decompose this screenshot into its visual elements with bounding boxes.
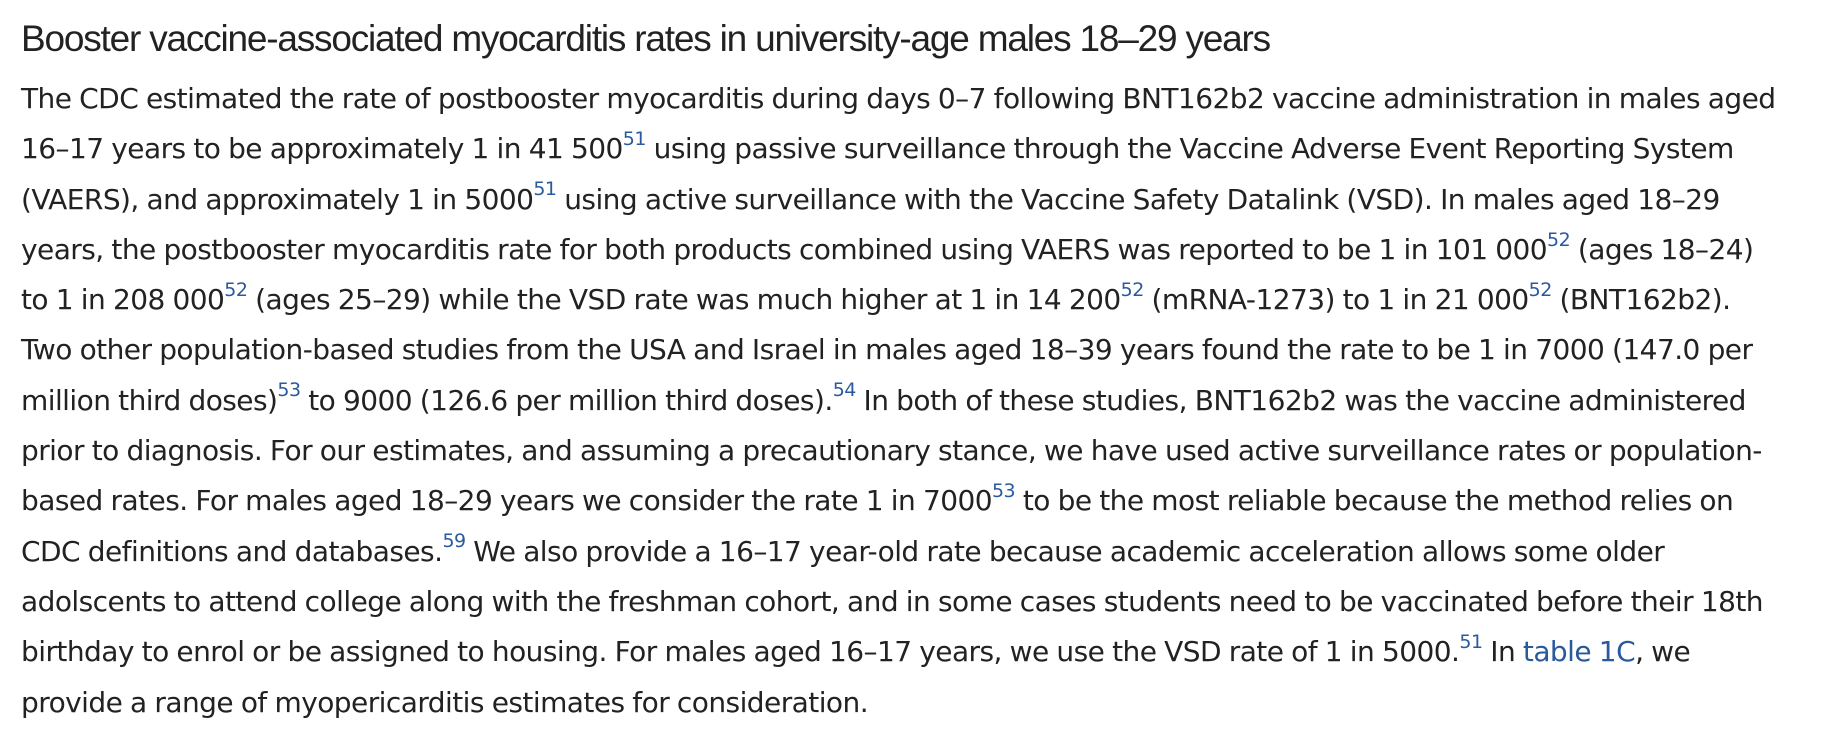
reference-link[interactable]: 52 bbox=[1529, 279, 1552, 301]
text-run: based rates. For males aged 18–29 years … bbox=[21, 484, 992, 517]
paragraph-line: prior to diagnosis. For our estimates, a… bbox=[21, 426, 1833, 476]
text-run: In bbox=[1482, 635, 1522, 668]
reference-link[interactable]: 52 bbox=[1121, 279, 1144, 301]
reference-link[interactable]: 51 bbox=[623, 128, 646, 150]
paragraph-line: birthday to enrol or be assigned to hous… bbox=[21, 627, 1833, 677]
text-run: The CDC estimated the rate of postbooste… bbox=[21, 82, 1776, 115]
reference-link[interactable]: 53 bbox=[992, 480, 1015, 502]
text-run: to 9000 (126.6 per million third doses). bbox=[300, 384, 832, 417]
text-run: million third doses) bbox=[21, 384, 277, 417]
text-run: (VAERS), and approximately 1 in 5000 bbox=[21, 183, 533, 216]
reference-link[interactable]: 53 bbox=[277, 379, 300, 401]
text-run: years, the postbooster myocarditis rate … bbox=[21, 233, 1547, 266]
paragraph-line: adolscents to attend college along with … bbox=[21, 577, 1833, 627]
reference-link[interactable]: 52 bbox=[1547, 229, 1570, 251]
text-run: adolscents to attend college along with … bbox=[21, 585, 1763, 618]
reference-link[interactable]: 59 bbox=[442, 530, 465, 552]
reference-link[interactable]: 54 bbox=[833, 379, 856, 401]
text-run: 16–17 years to be approximately 1 in 41 … bbox=[21, 132, 623, 165]
text-run: prior to diagnosis. For our estimates, a… bbox=[21, 434, 1762, 467]
paragraph-line: The CDC estimated the rate of postbooste… bbox=[21, 74, 1833, 124]
reference-link[interactable]: 52 bbox=[224, 279, 247, 301]
paragraph-line: provide a range of myopericarditis estim… bbox=[21, 678, 1833, 728]
text-run: (mRNA-1273) to 1 in 21 000 bbox=[1144, 283, 1529, 316]
text-run: provide a range of myopericarditis estim… bbox=[21, 686, 868, 719]
text-run: In both of these studies, BNT162b2 was t… bbox=[856, 384, 1746, 417]
paragraph-line: million third doses)53 to 9000 (126.6 pe… bbox=[21, 376, 1833, 426]
section-heading: Booster vaccine-associated myocarditis r… bbox=[21, 14, 1833, 64]
text-run: Two other population-based studies from … bbox=[21, 333, 1752, 366]
text-run: (ages 18–24) bbox=[1570, 233, 1753, 266]
reference-link[interactable]: 51 bbox=[1459, 631, 1482, 653]
text-run: to be the most reliable because the meth… bbox=[1015, 484, 1733, 517]
paragraph-line: based rates. For males aged 18–29 years … bbox=[21, 476, 1833, 526]
reference-link[interactable]: 51 bbox=[533, 178, 556, 200]
paragraph-line: CDC definitions and databases.59 We also… bbox=[21, 527, 1833, 577]
text-run: using active surveillance with the Vacci… bbox=[556, 183, 1719, 216]
text-run: using passive surveillance through the V… bbox=[646, 132, 1734, 165]
paragraph-line: (VAERS), and approximately 1 in 500051 u… bbox=[21, 175, 1833, 225]
paragraph-line: Two other population-based studies from … bbox=[21, 325, 1833, 375]
paragraph-line: 16–17 years to be approximately 1 in 41 … bbox=[21, 124, 1833, 174]
text-run: , we bbox=[1635, 635, 1690, 668]
text-run: We also provide a 16–17 year-old rate be… bbox=[466, 535, 1665, 568]
paragraph-line: years, the postbooster myocarditis rate … bbox=[21, 225, 1833, 275]
article-section: Booster vaccine-associated myocarditis r… bbox=[21, 14, 1833, 728]
table-link[interactable]: table 1C bbox=[1523, 635, 1635, 668]
body-paragraph: The CDC estimated the rate of postbooste… bbox=[21, 74, 1833, 728]
text-run: (ages 25–29) while the VSD rate was much… bbox=[247, 283, 1120, 316]
text-run: to 1 in 208 000 bbox=[21, 283, 224, 316]
text-run: CDC definitions and databases. bbox=[21, 535, 442, 568]
text-run: birthday to enrol or be assigned to hous… bbox=[21, 635, 1459, 668]
paragraph-line: to 1 in 208 00052 (ages 25–29) while the… bbox=[21, 275, 1833, 325]
text-run: (BNT162b2). bbox=[1552, 283, 1731, 316]
